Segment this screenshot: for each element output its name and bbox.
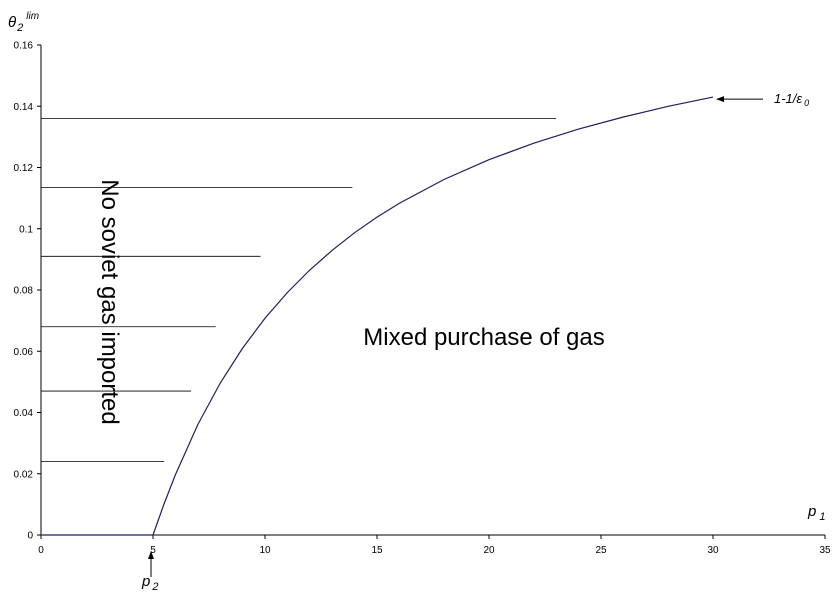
asymptote-arrow-head (716, 96, 724, 103)
y-tick-label: 0.06 (14, 347, 34, 358)
asymptote-label: 1-1/ε 0 (774, 91, 809, 108)
y-tick-label: 0.02 (14, 469, 34, 480)
threshold-arrow-head (148, 551, 154, 559)
y-axis-label: θ2lim (8, 11, 39, 34)
x-tick-label: 25 (595, 545, 607, 556)
y-tick-label: 0.14 (14, 102, 34, 113)
series-line (41, 96, 714, 536)
hatch-lines (41, 118, 557, 462)
x-ticks: 0 5 10 15 20 25 30 35 (38, 535, 831, 556)
x-tick-label: 30 (707, 545, 719, 556)
y-tick-label: 0 (27, 531, 33, 542)
y-tick-label: 0.1 (19, 224, 33, 235)
x-tick-label: 20 (483, 545, 495, 556)
region-label-mixed: Mixed purchase of gas (363, 324, 604, 351)
region-label-no-soviet: No soviet gas imported (96, 179, 123, 424)
y-ticks: 0 0.02 0.04 0.06 0.08 0.1 0.12 0.14 0.16 (14, 41, 41, 542)
x-tick-label: 35 (819, 545, 831, 556)
series-group (41, 96, 714, 536)
y-tick-label: 0.16 (14, 41, 34, 52)
y-tick-label: 0.04 (14, 408, 34, 419)
asymptote-annotation: 1-1/ε 0 (716, 91, 809, 108)
y-tick-label: 0.12 (14, 163, 34, 174)
x-tick-label: 0 (38, 545, 44, 556)
x-tick-label: 15 (371, 545, 383, 556)
y-tick-label: 0.08 (14, 286, 34, 297)
x-tick-label: 5 (150, 545, 156, 556)
x-tick-label: 10 (259, 545, 271, 556)
